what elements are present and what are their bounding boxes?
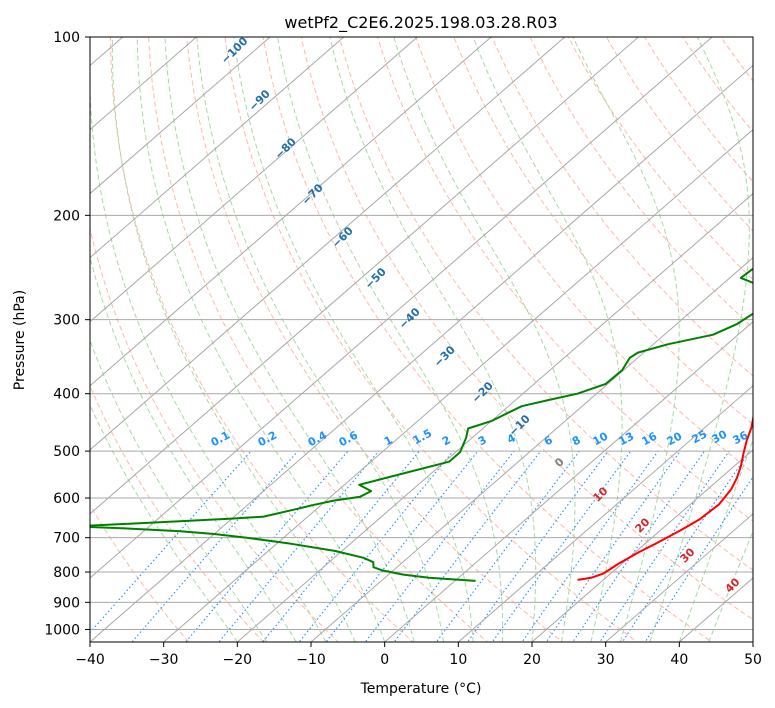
moist-adiabat	[90, 255, 297, 642]
x-tick-label: −30	[149, 652, 179, 668]
x-tick-label: −10	[296, 652, 326, 668]
plot-frame	[89, 36, 754, 643]
dry-adiabat	[415, 37, 753, 474]
isotherm	[90, 37, 345, 259]
x-axis-label: Temperature (°C)	[360, 681, 482, 697]
x-tick-label: 50	[744, 652, 762, 668]
y-tick-label: 700	[53, 531, 80, 547]
x-tick-label: 30	[597, 652, 615, 668]
x-tick-label: 10	[449, 652, 467, 668]
y-tick-label: 300	[53, 313, 80, 329]
dry-adiabat	[567, 37, 753, 281]
y-axis-label: Pressure (hPa)	[12, 290, 28, 390]
dry-adiabat	[453, 37, 753, 425]
isotherm	[90, 37, 271, 195]
y-tick-label: 900	[53, 595, 80, 611]
y-tick-label: 800	[53, 565, 80, 581]
dry-adiabat	[338, 37, 753, 571]
y-tick-label: 600	[53, 491, 80, 507]
moist-adiabat	[649, 37, 750, 642]
moist-adiabat	[136, 37, 386, 642]
moist-adiabat	[393, 37, 576, 642]
mixing-ratio-label: 36	[731, 428, 751, 447]
dry-adiabat	[224, 37, 638, 642]
y-tick-label: 500	[53, 444, 80, 460]
dry-adiabat	[300, 37, 753, 621]
x-tick-label: 0	[380, 652, 389, 668]
profile-line	[90, 267, 753, 582]
dry-adiabat	[377, 37, 753, 522]
mixing-ratio-label: 10	[591, 429, 611, 448]
x-tick-label: −40	[75, 652, 105, 668]
dry-adiabat	[644, 37, 753, 183]
isotherm	[163, 128, 753, 642]
mixing-ratio-label: 13	[617, 430, 637, 449]
mixing-ratio-label: 20	[665, 429, 685, 448]
y-tick-label: 200	[53, 208, 80, 224]
moist-adiabat	[572, 37, 680, 642]
x-tick-label: −20	[223, 652, 253, 668]
isotherm	[605, 513, 753, 642]
y-tick-label: 100	[53, 30, 80, 46]
isotherm	[90, 37, 639, 515]
profile-line	[577, 413, 753, 581]
isotherm	[90, 37, 492, 387]
isotherm	[237, 192, 753, 642]
y-tick-label: 400	[53, 387, 80, 403]
chart-title: wetPf2_C2E6.2025.198.03.28.R03	[284, 13, 557, 33]
mixing-ratio-label: 30	[710, 427, 730, 446]
x-tick-label: 20	[523, 652, 541, 668]
x-tick-label: 40	[670, 652, 688, 668]
moist-adiabat	[90, 338, 268, 642]
moist-adiabat	[277, 37, 504, 642]
mixing-ratio-label: 25	[690, 428, 710, 447]
dry-adiabat	[148, 37, 489, 642]
moist-adiabat	[196, 37, 445, 642]
moist-adiabat	[90, 403, 238, 642]
dry-adiabat	[186, 37, 564, 642]
isotherm	[90, 37, 713, 579]
isotherm	[310, 256, 753, 642]
y-tick-label: 1000	[44, 622, 80, 638]
dry-adiabat	[262, 37, 713, 642]
isotherm	[90, 64, 753, 642]
dry-adiabat	[529, 37, 753, 329]
mixing-ratio-label: 16	[640, 429, 660, 448]
isotherm	[458, 385, 753, 642]
isotherm	[384, 321, 753, 642]
isotherm	[90, 37, 418, 323]
isotherm	[531, 449, 753, 642]
isotherm	[90, 37, 566, 451]
dry-adiabat	[90, 226, 339, 642]
moist-adiabat	[678, 438, 753, 642]
moist-adiabat	[472, 37, 623, 642]
moist-adiabat	[329, 37, 537, 642]
dry-adiabat	[110, 37, 414, 642]
moist-adiabat	[233, 37, 474, 642]
dry-adiabat	[491, 37, 753, 377]
moist-adiabat	[90, 37, 327, 642]
